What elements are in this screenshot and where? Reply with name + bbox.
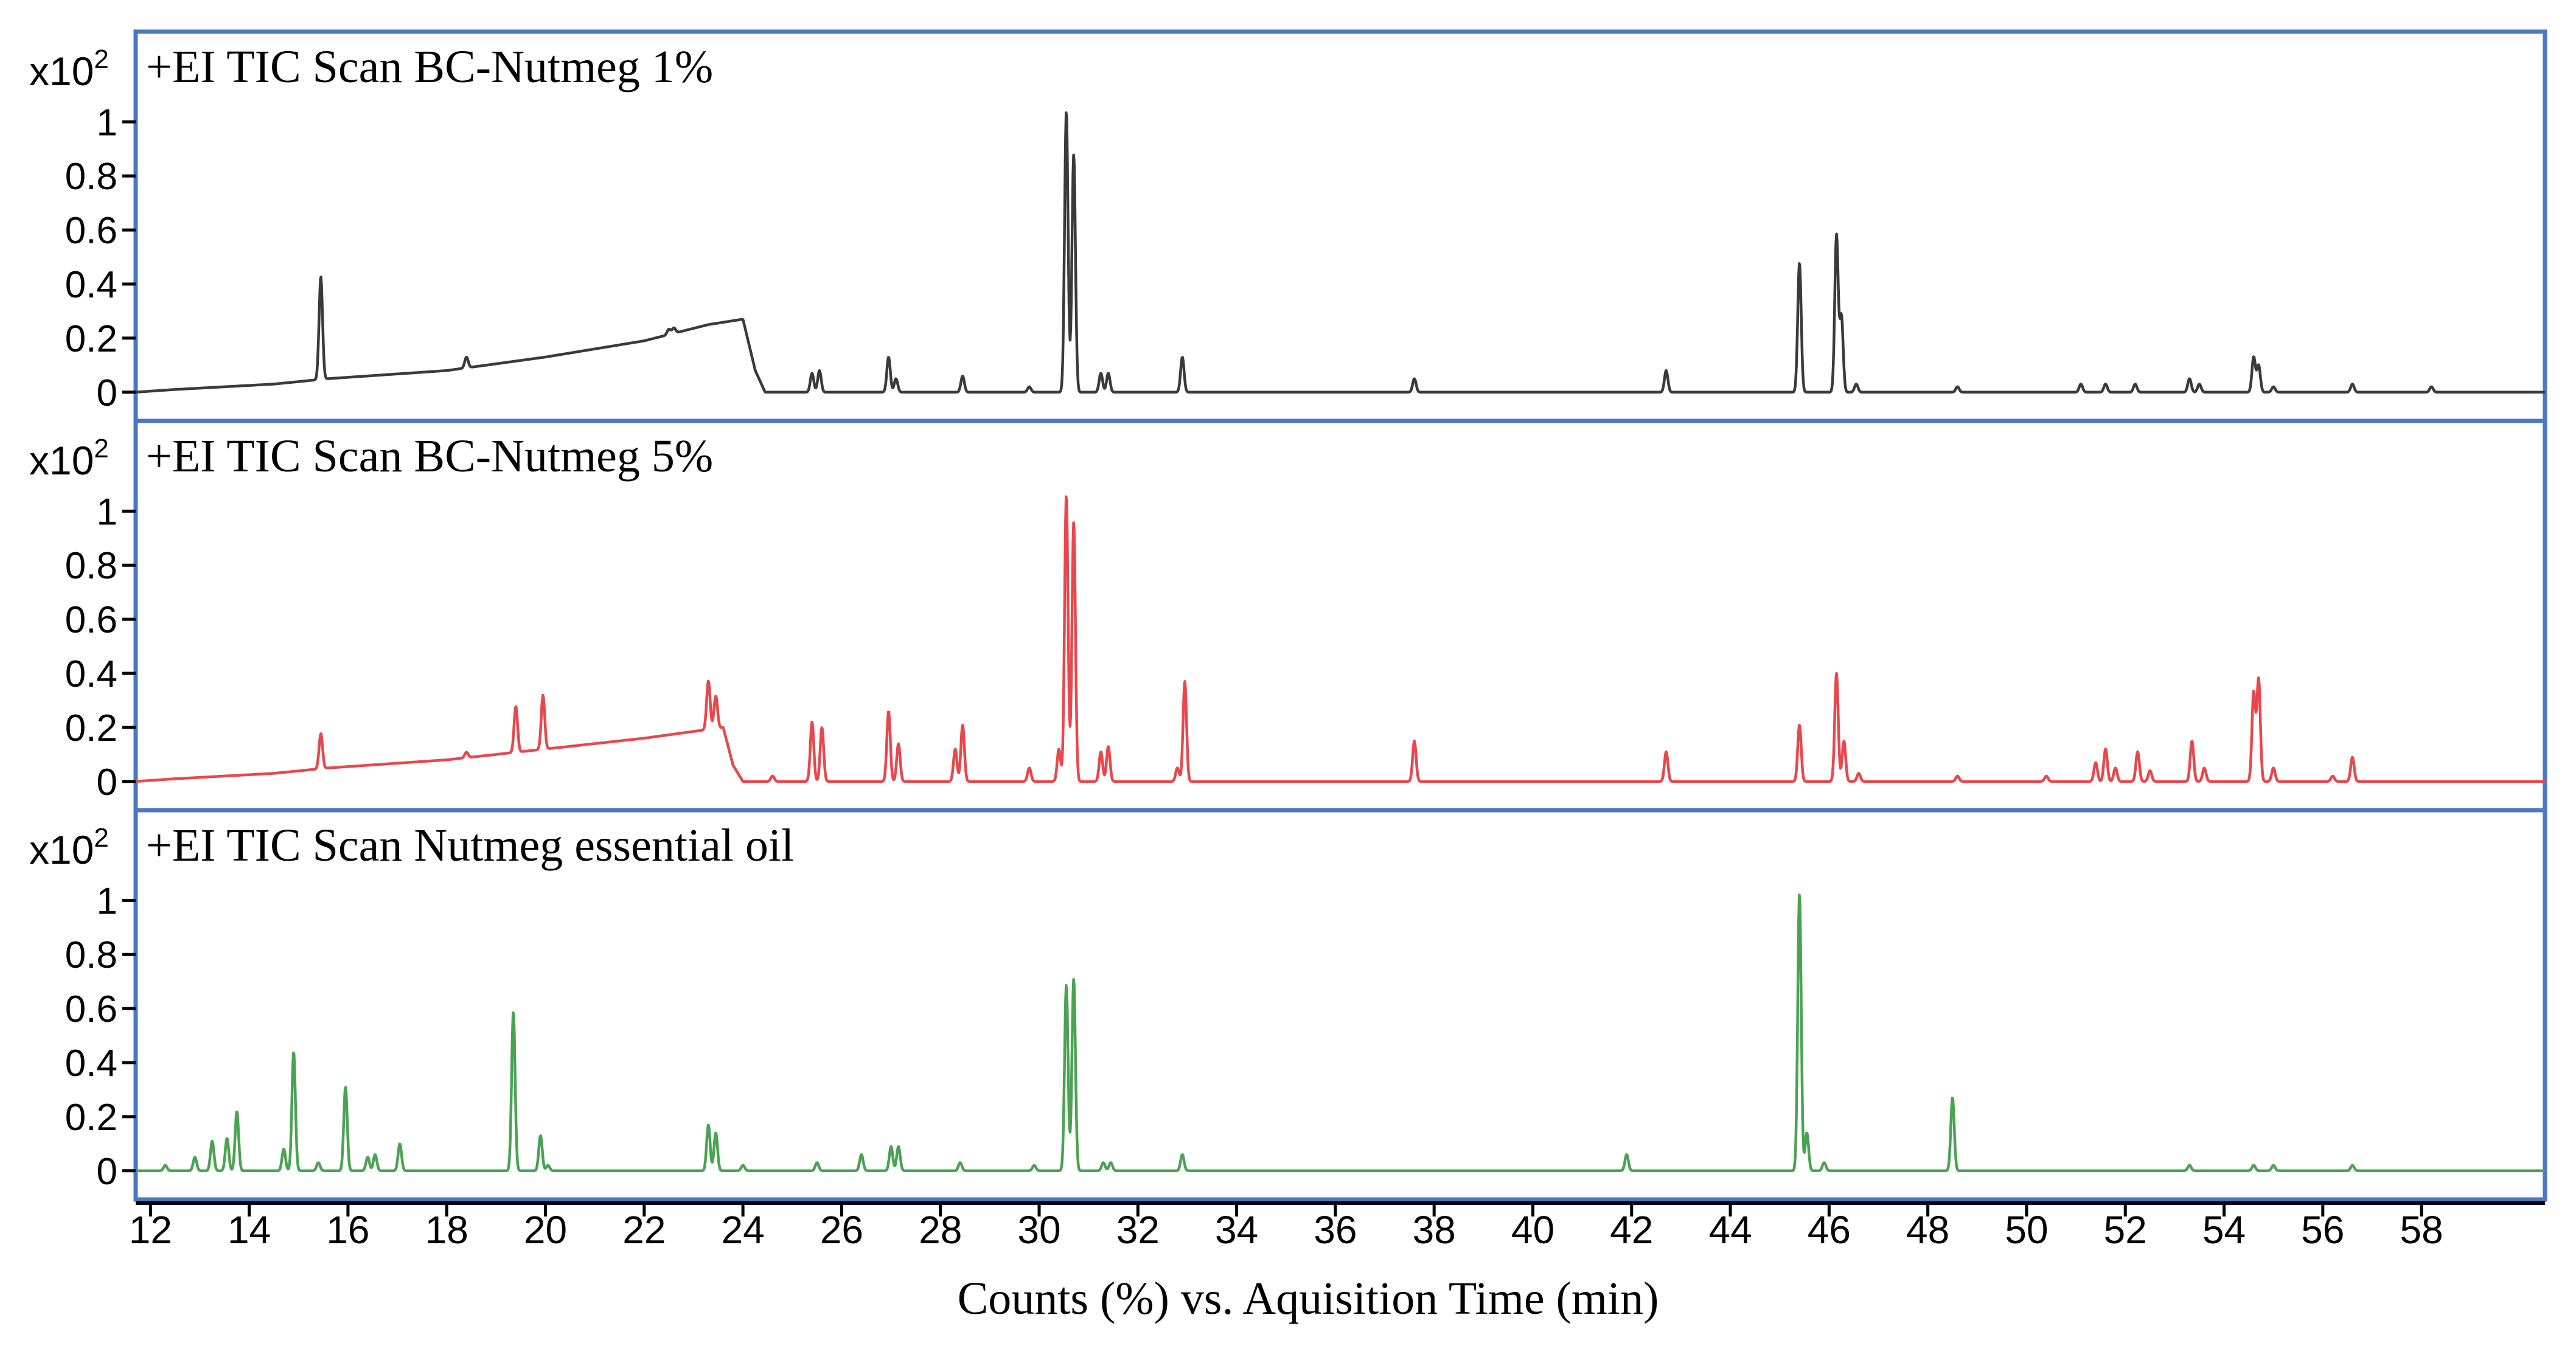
y-multiplier: x102 <box>29 44 109 94</box>
x-tick-label: 16 <box>326 1208 369 1252</box>
y-tick-label: 0 <box>97 372 117 414</box>
x-tick-label: 40 <box>1511 1208 1554 1252</box>
x-tick-label: 50 <box>2005 1208 2048 1252</box>
panel-title: +EI TIC Scan BC-Nutmeg 1% <box>146 41 713 92</box>
x-tick-label: 56 <box>2301 1208 2344 1252</box>
trace-nutmeg-1pct <box>134 111 2546 394</box>
y-tick-label: 0.2 <box>65 318 117 360</box>
x-tick-label: 26 <box>820 1208 863 1252</box>
y-tick-label: 1 <box>97 491 117 533</box>
x-tick-label: 24 <box>722 1208 765 1252</box>
x-tick-label: 34 <box>1215 1208 1258 1252</box>
y-tick-label: 0.2 <box>65 1097 117 1139</box>
x-tick-label: 30 <box>1017 1208 1060 1252</box>
y-multiplier: x102 <box>29 823 109 872</box>
y-tick-label: 0.4 <box>65 264 117 306</box>
x-tick-label: 38 <box>1413 1208 1456 1252</box>
y-tick-label: 0.8 <box>65 545 117 587</box>
panel-nutmeg-1pct: x102 +EI TIC Scan BC-Nutmeg 1% 0 0.2 0.4 0.… <box>29 29 2547 423</box>
x-tick-label: 48 <box>1906 1208 1949 1252</box>
x-tick-label: 14 <box>228 1208 271 1252</box>
x-tick-label: 18 <box>425 1208 468 1252</box>
panel-frame <box>133 808 2547 1202</box>
y-tick-label: 0.8 <box>65 156 117 198</box>
x-tick-label: 52 <box>2104 1208 2147 1252</box>
y-multiplier: x102 <box>29 434 109 483</box>
chromatogram-trace <box>134 111 2546 394</box>
panel-nutmeg-5pct: x102 +EI TIC Scan BC-Nutmeg 5% 0 0.2 0.4 0.… <box>29 418 2547 813</box>
x-tick-label: 20 <box>524 1208 567 1252</box>
y-tick-label: 0 <box>97 762 117 803</box>
y-tick-label: 0.8 <box>65 934 117 976</box>
y-tick-label: 0.6 <box>65 599 117 641</box>
panel-title: +EI TIC Scan Nutmeg essential oil <box>146 820 794 871</box>
chromatogram-trace <box>134 495 2546 783</box>
x-axis: 12 14 16 18 20 22 24 26 28 30 32 34 36 38 40 42 44 46 48 50… <box>129 1201 2545 1252</box>
y-axis: 0 0.2 0.4 0.6 0.8 1 <box>65 880 136 1193</box>
trace-nutmeg-5pct <box>134 495 2546 783</box>
chromatogram-trace <box>134 893 2546 1173</box>
y-tick-label: 0.2 <box>65 707 117 749</box>
y-tick-label: 1 <box>97 102 117 144</box>
panel-title: +EI TIC Scan BC-Nutmeg 5% <box>146 431 713 482</box>
y-tick-label: 0.6 <box>65 210 117 252</box>
x-tick-label: 28 <box>919 1208 962 1252</box>
x-tick-label: 32 <box>1116 1208 1160 1252</box>
y-tick-label: 0.4 <box>65 653 117 695</box>
y-axis: 0 0.2 0.4 0.6 0.8 1 <box>65 102 136 414</box>
y-tick-label: 0 <box>97 1151 117 1193</box>
x-tick-label: 46 <box>1808 1208 1851 1252</box>
x-axis-label: Counts (%) vs. Aquisition Time (min) <box>958 1273 1659 1324</box>
x-tick-label: 36 <box>1314 1208 1357 1252</box>
y-tick-label: 1 <box>97 880 117 922</box>
x-tick-label: 22 <box>622 1208 666 1252</box>
y-tick-label: 0.4 <box>65 1043 117 1085</box>
x-tick-label: 42 <box>1610 1208 1653 1252</box>
panel-nutmeg-essential-oil: x102 +EI TIC Scan Nutmeg essential oil 0… <box>29 808 2547 1202</box>
x-tick-label: 54 <box>2202 1208 2246 1252</box>
x-tick-label: 12 <box>129 1208 172 1252</box>
trace-nutmeg-essential-oil <box>134 893 2546 1173</box>
y-axis: 0 0.2 0.4 0.6 0.8 1 <box>65 491 136 803</box>
x-tick-label: 44 <box>1708 1208 1752 1252</box>
y-tick-label: 0.6 <box>65 988 117 1030</box>
x-tick-label: 58 <box>2400 1208 2443 1252</box>
